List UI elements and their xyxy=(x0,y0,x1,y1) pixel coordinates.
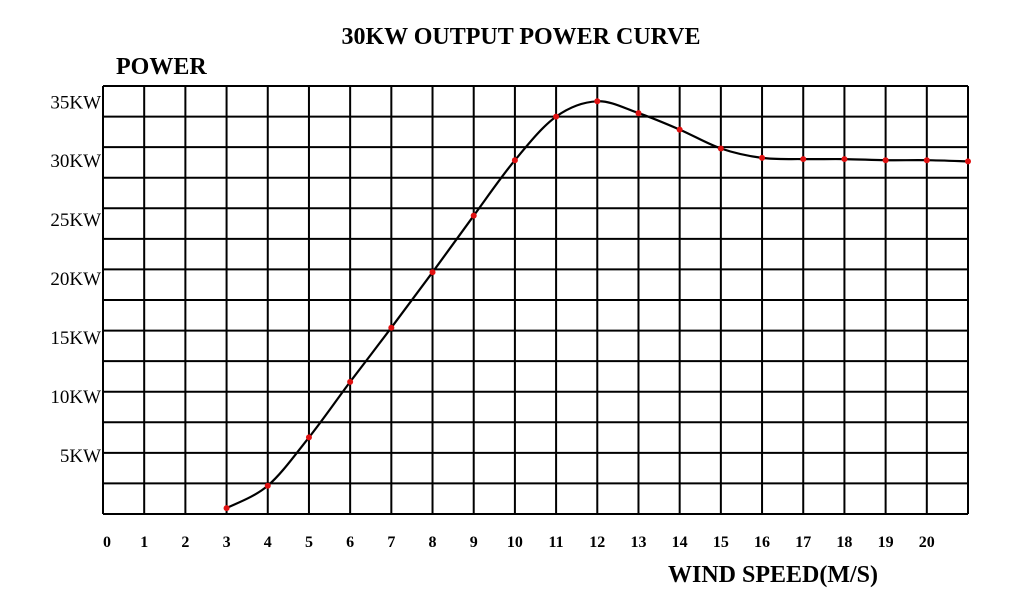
y-tick-label: 30KW xyxy=(50,151,101,172)
data-point xyxy=(676,126,683,133)
x-tick-label: 8 xyxy=(429,534,437,551)
x-tick-label: 10 xyxy=(507,534,523,551)
x-tick-label: 16 xyxy=(754,534,770,551)
x-tick-label: 4 xyxy=(264,534,272,551)
y-tick-label: 35KW xyxy=(50,92,101,113)
x-tick-label: 18 xyxy=(836,534,852,551)
y-tick-labels: 5KW 10KW 15KW 20KW 25KW 30KW 35KW xyxy=(50,92,101,467)
y-tick-label: 20KW xyxy=(50,269,101,290)
data-markers xyxy=(223,98,971,512)
y-tick-label: 5KW xyxy=(60,446,101,467)
x-axis-title: WIND SPEED(M/S) xyxy=(668,562,878,588)
data-point xyxy=(223,505,230,512)
data-point xyxy=(594,98,601,105)
data-point xyxy=(841,156,848,163)
y-axis-title: POWER xyxy=(116,54,207,80)
x-tick-label: 13 xyxy=(630,534,646,551)
x-tick-label: 9 xyxy=(470,534,478,551)
data-point xyxy=(800,156,807,163)
data-point xyxy=(635,110,642,117)
y-tick-label: 15KW xyxy=(50,328,101,349)
data-point xyxy=(965,158,971,165)
data-point xyxy=(470,212,477,219)
data-point xyxy=(511,157,518,164)
x-tick-label: 1 xyxy=(140,534,148,551)
x-tick-label: 19 xyxy=(878,534,894,551)
data-point xyxy=(429,269,436,276)
x-tick-label: 11 xyxy=(549,534,564,551)
data-point xyxy=(759,154,766,161)
chart-title: 30KW OUTPUT POWER CURVE xyxy=(342,24,701,50)
data-point xyxy=(305,434,312,441)
x-tick-label: 6 xyxy=(346,534,354,551)
data-point xyxy=(553,113,560,120)
data-point xyxy=(882,157,889,164)
data-point xyxy=(923,157,930,164)
data-point xyxy=(347,378,354,385)
grid-lines xyxy=(102,85,969,515)
x-tick-label: 15 xyxy=(713,534,729,551)
data-point xyxy=(388,324,395,331)
x-tick-label: 20 xyxy=(919,534,935,551)
x-tick-label: 17 xyxy=(795,534,811,551)
y-tick-label: 10KW xyxy=(50,387,101,408)
x-tick-label: 14 xyxy=(672,534,688,551)
y-tick-label: 25KW xyxy=(50,210,101,231)
data-point xyxy=(264,482,271,489)
x-tick-label: 2 xyxy=(181,534,189,551)
x-tick-label: 7 xyxy=(387,534,395,551)
x-tick-labels: 0 1 2 3 4 5 6 7 8 9 10 11 12 13 14 15 16 17 18 19 20 xyxy=(103,534,935,551)
x-tick-label: 0 xyxy=(103,534,111,551)
x-tick-label: 12 xyxy=(589,534,605,551)
x-tick-label: 3 xyxy=(223,534,231,551)
data-point xyxy=(717,145,724,152)
x-tick-label: 5 xyxy=(305,534,313,551)
